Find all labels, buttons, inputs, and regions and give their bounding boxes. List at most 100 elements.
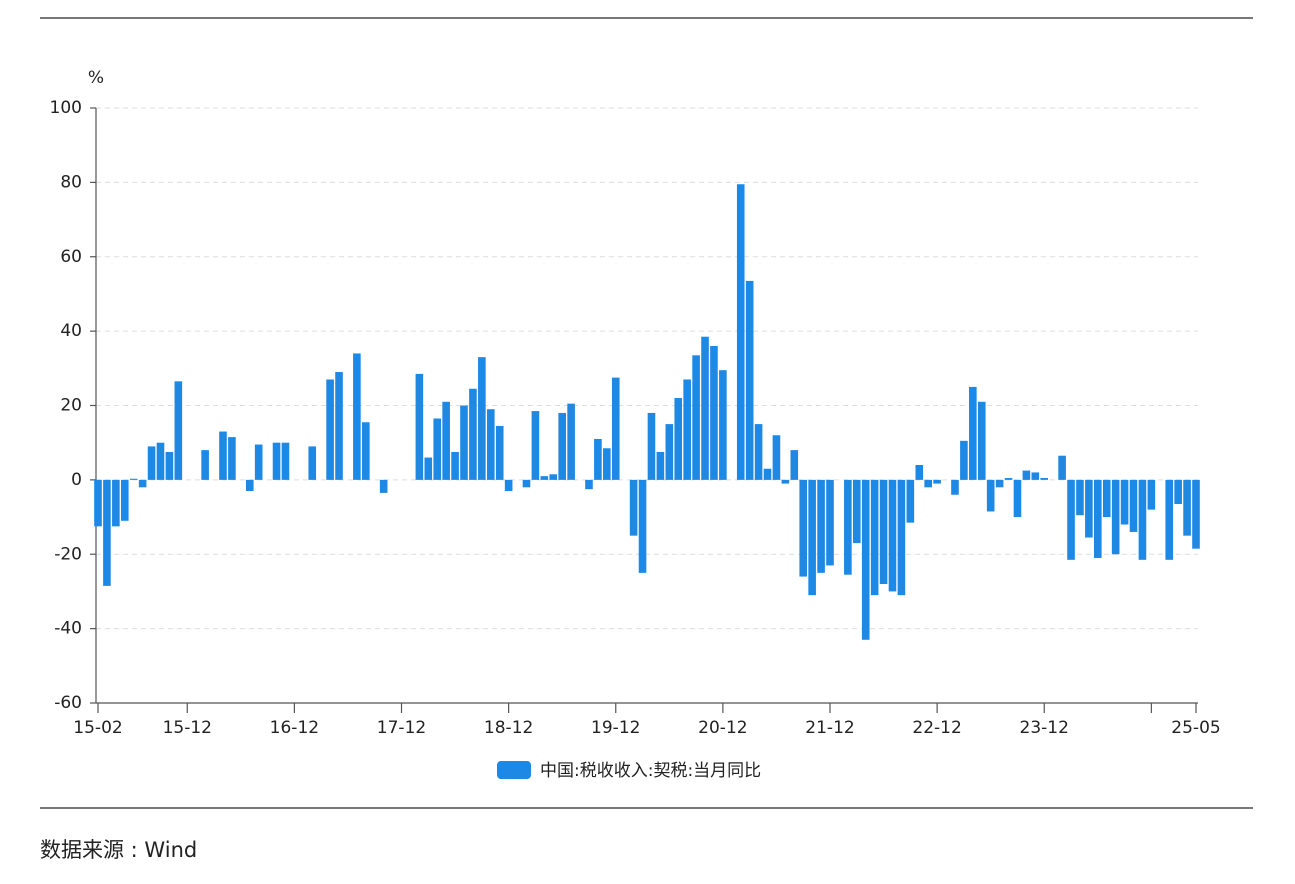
bar — [870, 479, 879, 596]
bar — [683, 379, 691, 480]
bar — [799, 479, 808, 577]
bar — [486, 409, 495, 480]
bar — [1174, 479, 1182, 505]
bar — [906, 479, 915, 523]
bar — [879, 479, 888, 584]
legend-swatch — [497, 761, 531, 779]
bar — [1183, 479, 1191, 536]
bar — [585, 479, 593, 490]
bar — [603, 448, 611, 480]
bar — [852, 479, 861, 544]
bar — [594, 438, 602, 480]
bar — [1138, 479, 1147, 560]
x-tick-label: 20-12 — [698, 718, 747, 738]
bar — [335, 372, 343, 480]
bar — [362, 422, 370, 480]
bar — [781, 479, 790, 484]
bar — [272, 442, 281, 480]
y-tick-label: 100 — [50, 98, 82, 118]
bar — [219, 431, 227, 480]
bar — [326, 379, 334, 480]
bar — [567, 403, 575, 480]
bar — [817, 479, 825, 573]
bar — [1120, 479, 1129, 525]
x-tick-label: 16-12 — [270, 718, 319, 738]
bar — [495, 425, 504, 480]
bar — [1094, 479, 1102, 558]
y-tick-label: -60 — [54, 693, 82, 713]
bar — [915, 465, 924, 480]
bar — [1102, 479, 1111, 518]
bar — [281, 442, 290, 480]
bar — [808, 479, 816, 596]
bar — [245, 479, 254, 492]
bar — [736, 184, 745, 480]
bar — [156, 442, 165, 480]
bar — [451, 451, 459, 480]
bar — [888, 479, 897, 592]
bar — [174, 381, 183, 480]
bar — [549, 474, 558, 480]
bar — [531, 411, 540, 480]
bar — [1147, 479, 1156, 510]
bar — [469, 388, 477, 480]
bar — [701, 336, 709, 480]
bar — [1040, 478, 1049, 480]
bar — [656, 451, 665, 480]
bar — [924, 479, 932, 488]
bar — [977, 401, 986, 480]
bar — [844, 479, 852, 575]
y-tick-label: 60 — [60, 247, 82, 267]
bar — [1013, 479, 1022, 518]
bar — [94, 479, 102, 527]
x-tick-label: 21-12 — [805, 718, 854, 738]
y-tick-label: 0 — [71, 470, 82, 490]
bar — [763, 468, 772, 480]
bar — [960, 440, 968, 480]
y-tick-label: 20 — [60, 396, 82, 416]
x-tick-label: 22-12 — [912, 718, 961, 738]
bar — [745, 280, 754, 480]
y-tick-label: -20 — [54, 544, 82, 564]
bar — [719, 370, 727, 480]
bar — [460, 405, 468, 480]
bar — [897, 479, 906, 596]
x-tick-label: 25-05 — [1171, 718, 1220, 738]
bar — [674, 398, 683, 480]
bar — [790, 450, 799, 480]
bar — [629, 479, 638, 536]
bar — [1004, 478, 1013, 480]
bar — [353, 353, 361, 480]
bar — [1031, 472, 1040, 480]
bar — [433, 418, 442, 480]
bar — [112, 479, 120, 527]
bar — [201, 450, 209, 480]
bar — [1165, 479, 1174, 560]
bar — [1058, 455, 1066, 480]
bar — [826, 479, 834, 566]
bar — [103, 479, 111, 586]
legend-label: 中国:税收收入:契税:当月同比 — [540, 761, 761, 781]
bar — [138, 479, 147, 488]
x-tick-label: 15-12 — [163, 718, 212, 738]
bar — [772, 435, 781, 480]
bar — [147, 446, 156, 480]
bar — [1076, 479, 1084, 516]
bar — [424, 457, 433, 480]
bar — [522, 479, 531, 488]
bar — [647, 412, 656, 480]
bar — [1192, 479, 1200, 549]
unit-label: % — [88, 68, 104, 88]
bar — [504, 479, 513, 492]
bar — [1085, 479, 1093, 538]
bar — [692, 355, 700, 480]
bar — [665, 424, 674, 480]
bar — [933, 479, 941, 484]
bar — [611, 377, 620, 480]
bar — [540, 476, 549, 480]
bar — [986, 479, 995, 512]
source: 数据来源 : Wind — [40, 838, 197, 862]
bar — [1111, 479, 1120, 555]
bar — [951, 479, 959, 495]
